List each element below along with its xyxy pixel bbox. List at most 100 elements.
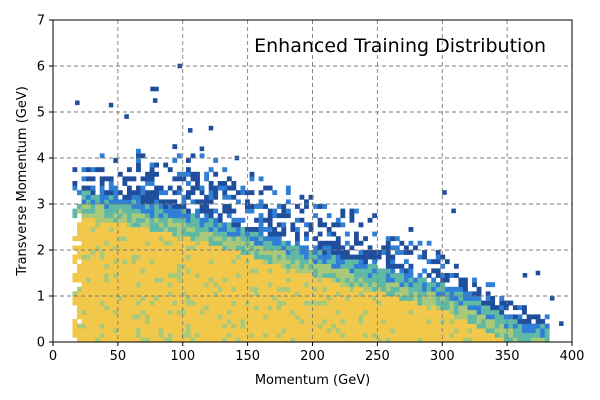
density-cell [440, 309, 446, 315]
density-cell [204, 227, 209, 232]
density-cell [126, 314, 132, 320]
density-cell [490, 332, 496, 338]
density-cell [403, 337, 409, 343]
density-cell [167, 328, 173, 334]
density-cell [213, 323, 219, 329]
density-cell [104, 332, 110, 338]
density-cell [394, 300, 400, 306]
density-cell [185, 171, 191, 177]
density-cell [158, 263, 164, 269]
density-cell [240, 291, 246, 297]
density-cell [72, 319, 78, 324]
density-cell [267, 273, 273, 278]
density-cell [167, 314, 173, 320]
density-cell [249, 314, 255, 320]
density-cell [313, 254, 318, 260]
density-cell [522, 332, 527, 338]
density-cell [308, 323, 314, 329]
density-cell [426, 286, 432, 292]
density-cell [354, 286, 359, 292]
density-cell [72, 328, 78, 334]
density-cell [117, 236, 123, 242]
density-cell [422, 254, 427, 260]
density-cell [485, 300, 491, 306]
density-cell [499, 332, 505, 338]
density-cell [390, 259, 396, 265]
density-cell [249, 190, 255, 196]
density-cell [385, 296, 391, 301]
density-cell [222, 328, 228, 334]
density-cell [81, 194, 87, 200]
density-cell [222, 300, 228, 306]
density-cell [108, 245, 114, 251]
density-cell [163, 208, 169, 214]
density-cell [326, 300, 332, 306]
density-cell [344, 268, 350, 274]
density-cell [117, 314, 123, 320]
density-cell [131, 300, 137, 306]
outlier-cell [208, 125, 214, 131]
density-cell [158, 332, 164, 338]
density-cell [149, 332, 155, 338]
density-cell [222, 204, 228, 209]
density-cell [117, 305, 123, 311]
density-cell [77, 309, 82, 315]
density-cell [249, 268, 255, 274]
density-cell [217, 268, 223, 274]
density-cell [408, 309, 414, 315]
density-cell [376, 337, 382, 343]
density-cell [431, 291, 437, 297]
density-cell [535, 328, 541, 334]
density-cell [476, 328, 482, 334]
density-cell [317, 277, 323, 283]
density-cell [435, 282, 441, 288]
density-cell [290, 286, 296, 292]
density-cell [77, 204, 82, 209]
density-cell [131, 250, 137, 255]
density-cell [308, 263, 314, 269]
density-cell [294, 254, 300, 260]
density-cell [335, 328, 341, 334]
density-cell [99, 254, 105, 260]
density-cell [444, 286, 450, 292]
density-cell [472, 323, 477, 329]
density-cell [90, 199, 96, 205]
density-cell [317, 314, 323, 320]
density-cell [367, 314, 373, 320]
density-cell [367, 217, 373, 223]
density-cell [199, 190, 205, 196]
density-cell [172, 236, 178, 242]
density-cell [204, 217, 209, 223]
density-cell [272, 268, 278, 274]
density-cell [204, 296, 209, 301]
x-tick-label: 100 [170, 349, 195, 364]
density-cell [481, 314, 487, 320]
density-cell [77, 227, 82, 232]
density-cell [263, 319, 269, 324]
density-cell [408, 286, 414, 292]
density-cell [158, 268, 164, 274]
density-cell [235, 236, 241, 242]
density-cell [108, 305, 114, 311]
density-cell [322, 328, 328, 334]
density-cell [117, 240, 123, 246]
density-cell [294, 240, 300, 246]
density-cell [77, 323, 82, 329]
density-cell [235, 231, 241, 237]
density-cell [308, 309, 314, 315]
density-cell [422, 282, 427, 288]
density-cell [367, 328, 373, 334]
density-cell [258, 176, 264, 182]
density-cell [308, 227, 314, 232]
density-cell [390, 305, 396, 311]
density-cell [204, 171, 209, 177]
outlier-cell [535, 270, 541, 276]
density-cell [435, 254, 441, 260]
density-cell [181, 213, 187, 219]
density-cell [104, 282, 110, 288]
density-cell [344, 259, 350, 265]
density-cell [294, 259, 300, 265]
density-cell [181, 323, 187, 329]
density-cell [363, 250, 368, 255]
density-cell [213, 171, 219, 177]
